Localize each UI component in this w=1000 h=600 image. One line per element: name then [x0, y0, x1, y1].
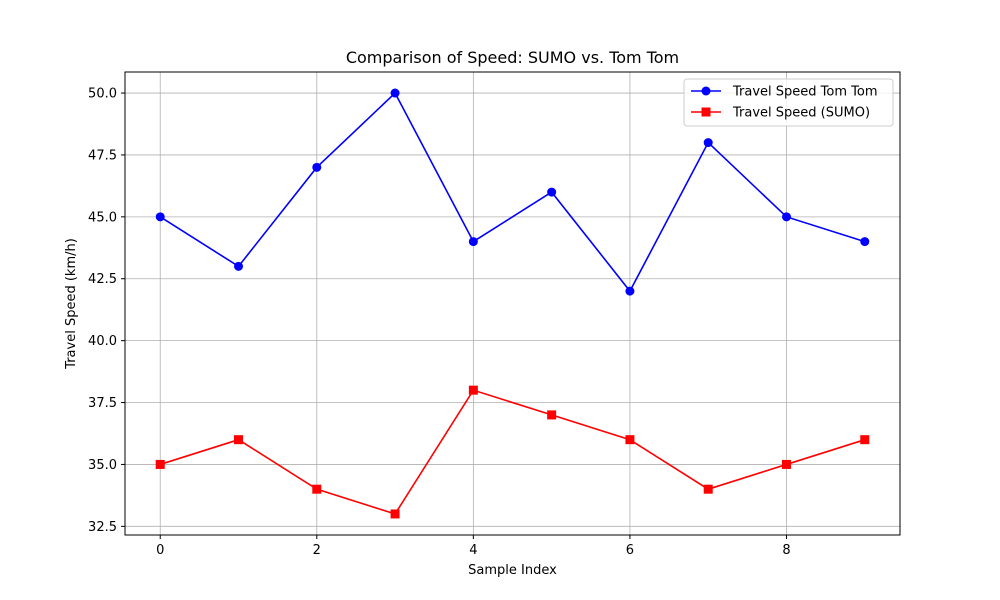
data-point [155, 212, 165, 222]
x-tick-label: 8 [782, 543, 790, 558]
data-point [390, 509, 400, 519]
x-tick-label: 6 [626, 543, 634, 558]
data-point [547, 410, 557, 420]
data-point [625, 286, 635, 296]
y-axis-label: Travel Speed (km/h) [64, 238, 79, 370]
ticks: 0 2 4 6 8 32.5 35.0 37.5 40.0 42.5 45.0 47.5 50.0 [88, 87, 791, 558]
legend-marker [701, 107, 711, 117]
data-point [468, 237, 478, 247]
legend: Travel Speed Tom Tom Travel Speed (SUMO) [683, 78, 894, 127]
series-layer [155, 88, 870, 519]
data-point [468, 385, 478, 395]
y-tick-label: 40.0 [88, 334, 117, 349]
data-point [312, 484, 322, 494]
chart-title: Comparison of Speed: SUMO vs. Tom Tom [346, 48, 679, 67]
legend-box [683, 78, 894, 127]
data-point [234, 435, 244, 445]
plot-area-frame [124, 71, 901, 536]
legend-marker [701, 86, 711, 96]
data-point [312, 162, 322, 172]
data-point [703, 138, 713, 148]
x-tick-label: 0 [156, 543, 164, 558]
data-point [860, 237, 870, 247]
data-point [390, 88, 400, 98]
x-tick-label: 2 [313, 543, 321, 558]
y-tick-label: 32.5 [88, 520, 117, 535]
data-point [547, 187, 557, 197]
y-tick-label: 35.0 [88, 458, 117, 473]
series-1 [155, 88, 870, 296]
data-point [234, 261, 244, 271]
series-line [159, 389, 866, 515]
data-point [155, 459, 165, 469]
y-tick-label: 45.0 [88, 210, 117, 225]
x-tick-label: 4 [469, 543, 477, 558]
data-point [781, 459, 791, 469]
data-point [860, 435, 870, 445]
legend-label: Travel Speed Tom Tom [732, 85, 878, 100]
y-tick-label: 50.0 [88, 87, 117, 102]
series-2 [155, 385, 870, 519]
legend-item: Travel Speed (SUMO) [691, 106, 870, 121]
series-line [159, 91, 866, 293]
y-tick-label: 42.5 [88, 272, 117, 287]
x-axis-label: Sample Index [468, 563, 557, 578]
y-tick-label: 37.5 [88, 396, 117, 411]
data-point [625, 435, 635, 445]
y-tick-label: 47.5 [88, 148, 117, 163]
legend-label: Travel Speed (SUMO) [732, 106, 870, 121]
data-point [781, 212, 791, 222]
legend-item: Travel Speed Tom Tom [691, 85, 878, 100]
data-point [703, 484, 713, 494]
